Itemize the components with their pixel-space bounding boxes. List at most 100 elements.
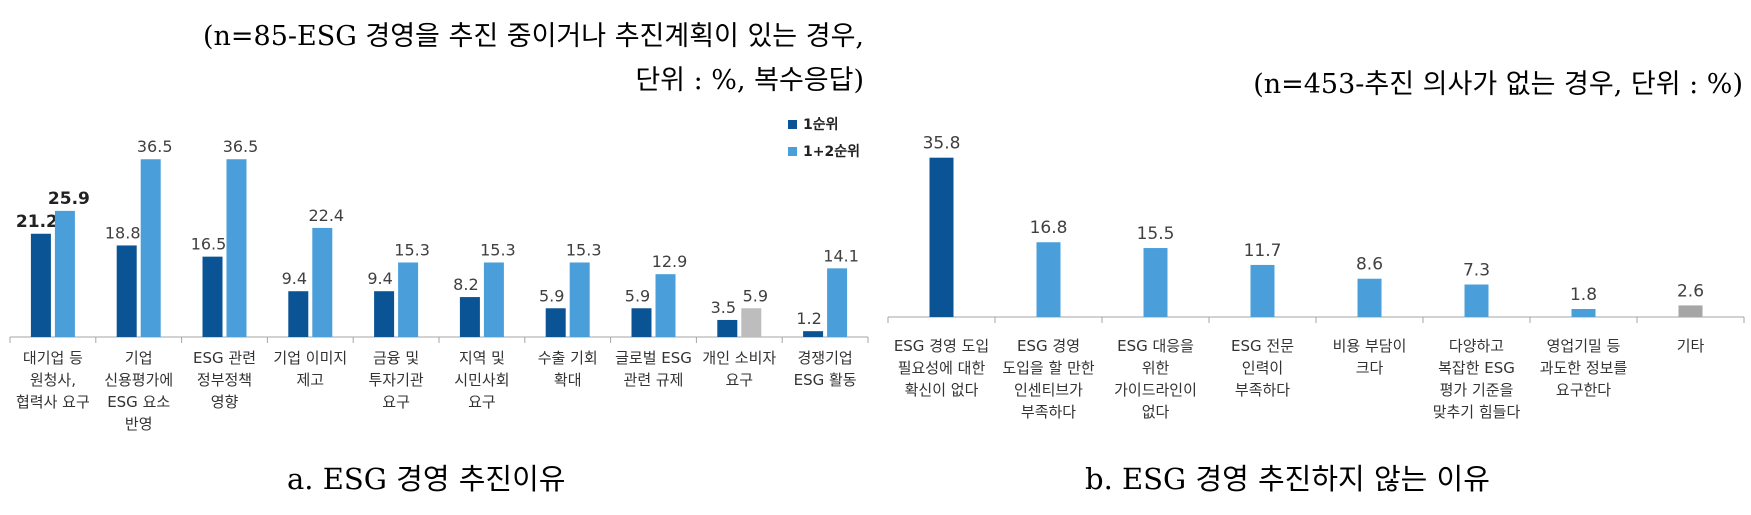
category-label: 수출 기회: [538, 349, 598, 367]
category-label: 경쟁기업: [797, 349, 852, 367]
bar: [1250, 264, 1275, 317]
category-label: 도입을 할 만한: [1002, 359, 1095, 377]
data-label: 14.1: [823, 246, 859, 265]
category-label: 위한: [1142, 359, 1170, 377]
category-label: ESG 전문: [1231, 337, 1294, 355]
category-label: ESG 경영: [1017, 337, 1080, 355]
bar-rank12: [741, 308, 762, 337]
category-label: 확대: [554, 371, 582, 389]
category-label: ESG 대응을: [1117, 337, 1194, 355]
category-label: ESG 활동: [794, 371, 857, 389]
data-label: 9.4: [282, 269, 307, 288]
category-label: 인력이: [1242, 359, 1283, 377]
bar-rank1: [545, 308, 566, 337]
category-label: 가이드라인이: [1114, 381, 1197, 399]
bar-rank12: [655, 274, 676, 337]
bar: [1143, 248, 1168, 317]
category-label: 평가 기준을: [1440, 381, 1514, 399]
data-label: 1.2: [796, 309, 821, 328]
right-note-line1: (n=453-추진 의사가 없는 경우, 단위 : %): [1253, 69, 1743, 100]
category-label: 부족하다: [1021, 403, 1076, 421]
bar-rank12: [140, 159, 161, 337]
bar-rank12: [483, 262, 504, 337]
legend-swatch: [788, 147, 797, 156]
bar-rank12: [54, 210, 75, 337]
category-label: 개인 소비자: [702, 349, 776, 367]
data-label: 35.8: [923, 134, 961, 154]
category-label: 요구: [725, 371, 753, 389]
category-label: 원청사,: [30, 371, 76, 389]
data-label: 18.8: [105, 223, 141, 242]
category-label: 지역 및: [459, 349, 505, 367]
category-label: 기타: [1677, 337, 1705, 355]
data-label: 5.9: [539, 286, 564, 305]
legend-label: 1순위: [803, 117, 839, 133]
data-label: 36.5: [137, 137, 173, 156]
category-label: 비용 부담이: [1333, 337, 1407, 355]
category-label: 영향: [211, 393, 239, 411]
category-label: 과도한 정보를: [1540, 359, 1628, 377]
category-label: 확신이 없다: [905, 381, 979, 399]
data-label: 11.7: [1244, 241, 1282, 261]
data-label: 5.9: [743, 286, 768, 305]
category-label: 부족하다: [1235, 381, 1290, 399]
category-label: 맞추기 힘들다: [1433, 403, 1521, 421]
category-label: 없다: [1142, 403, 1170, 421]
data-label: 15.5: [1137, 224, 1175, 244]
bar-rank1: [717, 319, 738, 337]
category-label: 제고: [296, 371, 324, 389]
bar-rank12: [312, 227, 333, 337]
bar-rank12: [827, 268, 848, 337]
data-label: 22.4: [308, 206, 344, 225]
data-label: 9.4: [367, 269, 392, 288]
bar: [1036, 242, 1061, 317]
data-label: 15.3: [394, 240, 430, 259]
bar-rank1: [631, 308, 652, 337]
data-label: 25.9: [48, 189, 90, 209]
category-label: 반영: [125, 415, 153, 433]
data-label: 16.8: [1030, 218, 1068, 238]
data-label: 5.9: [625, 286, 650, 305]
category-label: 관련 규제: [624, 371, 684, 389]
category-label: 대기업 등: [23, 349, 83, 367]
category-label: 신용평가에: [104, 371, 173, 389]
category-label: 요구: [382, 393, 410, 411]
data-label: 8.2: [453, 275, 478, 294]
legend-swatch: [788, 120, 797, 129]
category-label: 인센티브가: [1014, 381, 1083, 399]
bar-rank1: [202, 256, 223, 337]
category-label: 투자기관: [368, 371, 423, 389]
bar-rank12: [569, 262, 590, 337]
bar-rank1: [116, 245, 137, 337]
right-caption: b. ESG 경영 추진하지 않는 이유: [1085, 462, 1490, 496]
category-label: 시민사회: [454, 371, 509, 389]
left-note-line2: 단위 : %, 복수응답): [635, 65, 864, 96]
bar-rank1: [459, 297, 480, 337]
bar: [1464, 284, 1489, 317]
category-label: 크다: [1356, 359, 1384, 377]
bar-rank12: [398, 262, 419, 337]
category-label: 다양하고: [1449, 337, 1504, 355]
category-label: 기업: [125, 349, 153, 367]
data-label: 15.3: [480, 240, 516, 259]
data-label: 3.5: [711, 298, 736, 317]
bar: [1571, 308, 1596, 317]
bar-rank1: [803, 331, 824, 337]
bar-rank12: [226, 159, 247, 337]
data-label: 2.6: [1677, 281, 1704, 301]
data-label: 21.2: [16, 212, 58, 232]
bar-rank1: [374, 291, 395, 337]
data-label: 1.8: [1570, 285, 1597, 305]
bar: [1357, 278, 1382, 317]
category-label: ESG 관련: [193, 349, 256, 367]
category-label: 기업 이미지: [273, 349, 347, 367]
bar: [1678, 305, 1703, 317]
category-label: 금융 및: [373, 349, 419, 367]
left-caption: a. ESG 경영 추진이유: [287, 462, 566, 496]
data-label: 7.3: [1463, 261, 1490, 281]
bar-rank1: [30, 233, 51, 337]
left-note-line1: (n=85-ESG 경영을 추진 중이거나 추진계획이 있는 경우,: [203, 21, 864, 52]
category-label: 필요성에 대한: [898, 359, 986, 377]
